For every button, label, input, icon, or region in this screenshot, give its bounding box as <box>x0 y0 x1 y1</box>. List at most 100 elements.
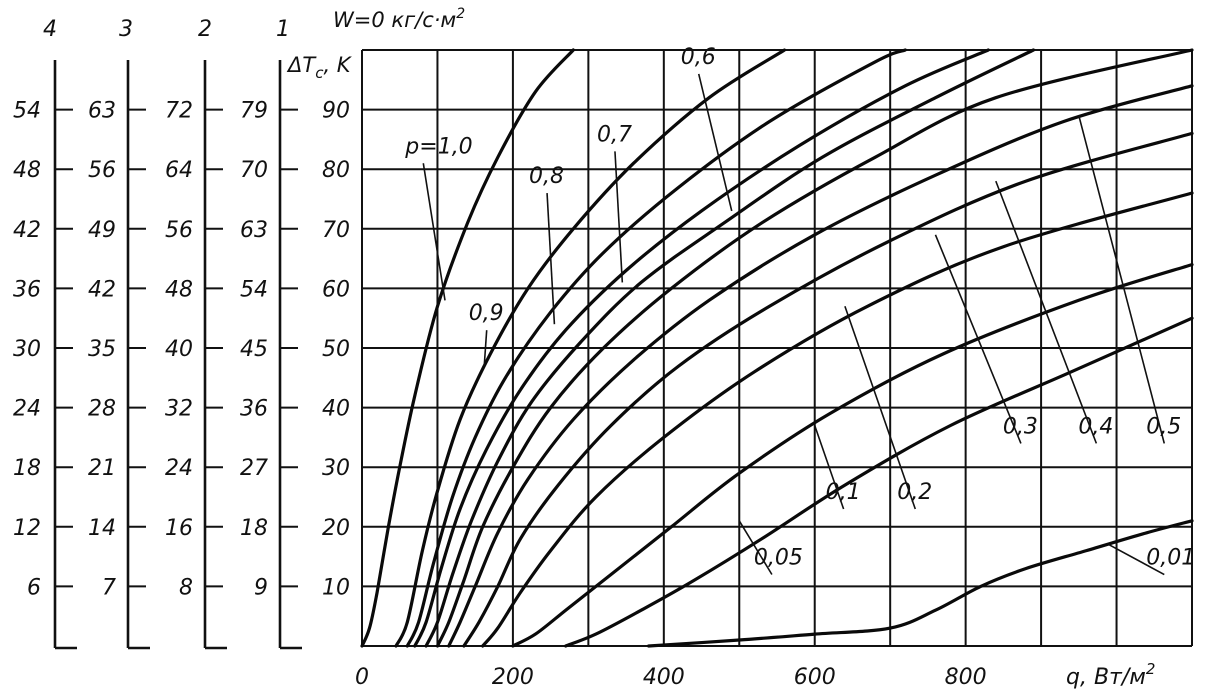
aux-scale-label: 42 <box>88 277 116 302</box>
series-curve-0-3 <box>462 131 1194 648</box>
grid <box>361 49 1193 647</box>
series-curve-0-6 <box>424 48 1036 648</box>
aux-scale-label: 16 <box>165 516 193 541</box>
chart-title: W=0 кг/с·м2 <box>333 6 465 32</box>
aux-scale-label: 18 <box>13 456 41 481</box>
aux-scale-label: 28 <box>88 397 116 422</box>
aux-scale-label: 45 <box>240 337 268 362</box>
aux-scale-name: 1 <box>276 17 290 42</box>
series-label-leader <box>1108 543 1165 576</box>
aux-scale-name: 2 <box>198 17 212 42</box>
curves <box>360 48 1194 648</box>
y-tick-label: 40 <box>322 397 350 422</box>
aux-scale-label: 48 <box>165 277 193 302</box>
series-label-leader <box>934 234 1022 444</box>
series-label: 0,2 <box>897 480 932 505</box>
aux-scale-label: 54 <box>13 99 41 124</box>
series-label-leader <box>995 180 1098 444</box>
series-label: 0,6 <box>681 45 716 70</box>
series-label-leader <box>483 330 488 366</box>
series-label: 0,9 <box>469 301 504 326</box>
series-curve-0-4 <box>447 84 1194 648</box>
tick-labels: 10 20 30 40 50 60 70 80 90 0 200 400 600 800 <box>322 99 987 690</box>
aux-scale-label: 63 <box>88 99 116 124</box>
series-curve-0-1 <box>511 263 1194 648</box>
aux-scale-label: 9 <box>254 575 268 600</box>
series-label: 0,3 <box>1003 414 1038 439</box>
x-tick-label: 800 <box>945 665 987 690</box>
aux-scale-label: 48 <box>13 158 41 183</box>
aux-scale-name: 3 <box>119 17 133 42</box>
y-tick-label: 50 <box>322 337 350 362</box>
aux-scale-label: 12 <box>13 516 41 541</box>
x-tick-label: 0 <box>355 665 369 690</box>
series-label-leader <box>546 193 556 325</box>
aux-scale-label: 24 <box>13 397 41 422</box>
aux-scale-label: 63 <box>240 218 268 243</box>
y-tick-label: 30 <box>322 456 350 481</box>
y-tick-label: 60 <box>322 277 350 302</box>
y-axis-label-unit: , K <box>323 53 352 77</box>
aux-scale-1: 1 9 18 27 36 45 54 63 70 79 <box>240 17 302 650</box>
y-axis-label-sub: c <box>315 64 324 82</box>
auxiliary-scales: 1918273645546370792816243240485664723714… <box>13 17 302 650</box>
x-axis-label: q, Вт/м2 <box>1066 660 1155 690</box>
aux-scale-label: 21 <box>88 456 116 481</box>
aux-scale-label: 35 <box>88 337 116 362</box>
aux-scale-label: 56 <box>165 218 193 243</box>
aux-scale-label: 72 <box>165 99 193 124</box>
aux-scale-label: 70 <box>240 158 268 183</box>
series-label: 0,01 <box>1146 546 1195 571</box>
aux-scale-4: 4 6 12 18 24 30 36 42 48 54 <box>13 17 77 650</box>
series-label-leader <box>422 163 446 301</box>
x-tick-label: 400 <box>643 665 685 690</box>
aux-scale-label: 14 <box>88 516 116 541</box>
series-label-leader <box>1078 115 1166 444</box>
x-tick-label: 600 <box>794 665 836 690</box>
series-curve-0-9 <box>394 48 787 648</box>
aux-scale-label: 30 <box>13 337 41 362</box>
series-label: 0,4 <box>1078 414 1113 439</box>
series-label-leader <box>614 151 624 283</box>
series-curve-0-8 <box>405 48 907 648</box>
aux-scale-label: 18 <box>240 516 268 541</box>
y-tick-label: 20 <box>322 516 350 541</box>
aux-scale-label: 64 <box>165 158 193 183</box>
series-label: p=1,0 <box>404 134 472 159</box>
series-curve-0-01 <box>647 519 1194 648</box>
series-label-leader <box>844 306 917 510</box>
titles: W=0 кг/с·м2 ΔTc, K q, Вт/м2 <box>286 6 1155 690</box>
aux-scale-name: 4 <box>43 17 57 42</box>
y-tick-label: 90 <box>322 99 350 124</box>
aux-scale-label: 7 <box>102 575 116 600</box>
aux-scale-2: 2 8 16 24 32 40 48 56 64 72 <box>165 17 227 650</box>
series-label: 0,7 <box>597 122 632 147</box>
aux-scale-label: 8 <box>179 575 193 600</box>
aux-scale-label: 56 <box>88 158 116 183</box>
chart-title-sup: 2 <box>456 6 465 22</box>
series-label: 0,1 <box>826 480 861 505</box>
aux-scale-label: 24 <box>165 456 193 481</box>
series-curve-0-05 <box>564 316 1194 648</box>
series-curve-p-1-0 <box>360 48 575 648</box>
series-label: 0,8 <box>529 164 564 189</box>
series-curve-0-5 <box>435 48 1194 648</box>
series-label-leader <box>697 73 733 212</box>
aux-scale-label: 49 <box>88 218 116 243</box>
series-label-leader <box>813 425 845 510</box>
aux-scale-label: 36 <box>13 277 41 302</box>
series-label: 0,5 <box>1146 414 1181 439</box>
y-axis-label: ΔTc, K <box>286 53 353 82</box>
x-tick-label: 200 <box>492 665 534 690</box>
y-tick-label: 10 <box>322 575 350 600</box>
y-tick-label: 80 <box>322 158 350 183</box>
aux-scale-label: 79 <box>240 99 268 124</box>
aux-scale-label: 40 <box>165 337 193 362</box>
series-curve-0-7 <box>413 48 990 648</box>
aux-scale-label: 36 <box>240 397 268 422</box>
aux-scale-label: 32 <box>165 397 193 422</box>
series-label-leader <box>738 520 773 575</box>
series-curve-0-2 <box>481 191 1194 648</box>
